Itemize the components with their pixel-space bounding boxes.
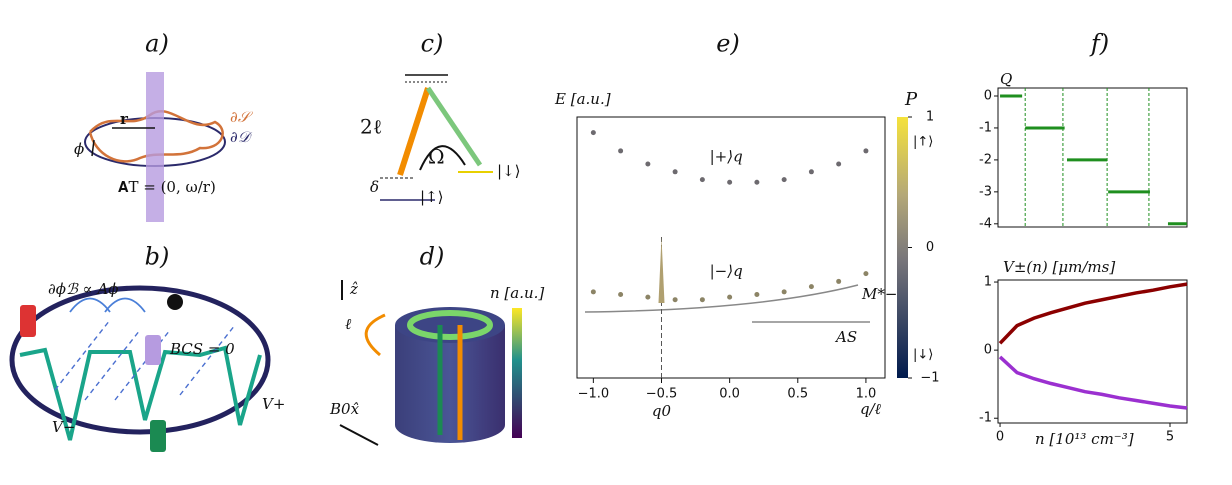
annotation: |↓⟩ bbox=[497, 162, 520, 180]
panel-label: b) bbox=[145, 243, 170, 271]
band-point bbox=[699, 297, 705, 303]
annotation: ∂𝒮 bbox=[230, 108, 254, 126]
y-tick-label: -1 bbox=[979, 120, 992, 135]
plot-frame bbox=[997, 279, 1188, 424]
colorbar-label: |↑⟩ bbox=[913, 135, 933, 150]
annotation: ∂𝒟 bbox=[230, 128, 253, 146]
plot-frame bbox=[997, 87, 1188, 228]
band-point bbox=[672, 297, 678, 303]
series-name: |+⟩q bbox=[710, 147, 743, 165]
band-point bbox=[618, 291, 624, 297]
annotation: ∂ϕℬ ∝ Aϕ bbox=[48, 280, 119, 298]
panel-c-diagram bbox=[380, 74, 493, 201]
x-tick-label: 5 bbox=[1166, 430, 1174, 445]
annotation: M*−1 bbox=[861, 285, 907, 303]
plot-frame bbox=[576, 116, 886, 379]
panel-label: c) bbox=[421, 30, 444, 58]
panel-d-diagram bbox=[339, 280, 522, 446]
q0-spike bbox=[658, 237, 665, 303]
colorbar-title: P bbox=[904, 89, 918, 110]
band-point bbox=[836, 161, 842, 167]
panel-label: d) bbox=[420, 243, 445, 271]
axis-label: V±(n) [μm/ms] bbox=[1003, 258, 1115, 276]
y-tick-label: -3 bbox=[979, 184, 992, 199]
band-point bbox=[590, 289, 596, 295]
y-tick-label: 0 bbox=[984, 88, 992, 103]
y-tick-label: -1 bbox=[979, 411, 992, 426]
band-point bbox=[863, 271, 869, 277]
velocity-line bbox=[998, 282, 1188, 345]
band-point bbox=[808, 284, 814, 290]
x-tick-label: 0.0 bbox=[719, 387, 740, 402]
band-point bbox=[645, 294, 651, 300]
colorbar-tick-label: 0 bbox=[926, 240, 934, 255]
axis-label: q/ℓ bbox=[860, 400, 881, 418]
annotation: r bbox=[120, 110, 129, 128]
band-point bbox=[836, 278, 842, 284]
x-tick-label: −0.5 bbox=[646, 387, 678, 402]
annotation: V− bbox=[52, 418, 75, 436]
band-point bbox=[727, 294, 733, 300]
axis-label: Q bbox=[1000, 70, 1012, 88]
annotation: Ω bbox=[428, 145, 445, 169]
guide-lines bbox=[584, 284, 870, 323]
annotation: BCS = 0 bbox=[169, 340, 235, 358]
y-tick-label: 1 bbox=[984, 275, 992, 290]
band-point bbox=[590, 130, 596, 136]
annotation: AS bbox=[834, 328, 857, 346]
colorbar-tick-label: −1 bbox=[920, 371, 939, 386]
annotation: V+ bbox=[262, 395, 285, 413]
band-point bbox=[781, 177, 787, 183]
y-tick-label: -4 bbox=[979, 216, 992, 231]
band-point bbox=[754, 291, 760, 297]
band-point bbox=[754, 179, 760, 185]
band-point bbox=[781, 289, 787, 295]
band-point bbox=[618, 148, 624, 154]
colorbar bbox=[897, 117, 908, 378]
annotation: ẑ bbox=[349, 280, 358, 298]
y-tick-label: -2 bbox=[979, 152, 992, 167]
band-point bbox=[727, 179, 733, 185]
axis-label: n [10¹³ cm⁻³] bbox=[1035, 430, 1134, 448]
colorbar-label: |↓⟩ bbox=[913, 348, 933, 363]
panel-label: e) bbox=[716, 30, 740, 58]
band-point bbox=[699, 177, 705, 183]
annotation: ℓ bbox=[345, 315, 351, 333]
annotation: B0x̂ bbox=[329, 400, 360, 418]
band-point bbox=[808, 169, 814, 175]
velocity-line bbox=[998, 355, 1188, 410]
annotation: 𝐀T = (0, ω/r) bbox=[118, 178, 216, 196]
annotation: n [a.u.] bbox=[490, 284, 544, 302]
band-point bbox=[645, 161, 651, 167]
series-name: |−⟩q bbox=[710, 262, 743, 280]
x-tick-label: 1.0 bbox=[856, 387, 877, 402]
annotation: δ bbox=[370, 178, 379, 196]
x-tick-label: 0.5 bbox=[787, 387, 808, 402]
x-tick-label: 0 bbox=[996, 430, 1004, 445]
colorbar-tick-label: 1 bbox=[926, 110, 934, 125]
panel-b-diagram bbox=[9, 285, 271, 452]
axis-label: E [a.u.] bbox=[554, 90, 611, 108]
x-tick-label: −1.0 bbox=[578, 387, 610, 402]
annotation: |↑⟩ bbox=[420, 188, 443, 206]
panel-label: a) bbox=[145, 30, 169, 58]
y-tick-label: 0 bbox=[984, 343, 992, 358]
q0-label: q0 bbox=[652, 402, 672, 420]
panel-label: f) bbox=[1089, 30, 1109, 58]
panel-a-diagram bbox=[84, 72, 226, 222]
band-point bbox=[863, 148, 869, 154]
band-point bbox=[672, 169, 678, 175]
annotation: ϕ bbox=[74, 140, 84, 158]
annotation: 2ℓ bbox=[360, 115, 382, 139]
